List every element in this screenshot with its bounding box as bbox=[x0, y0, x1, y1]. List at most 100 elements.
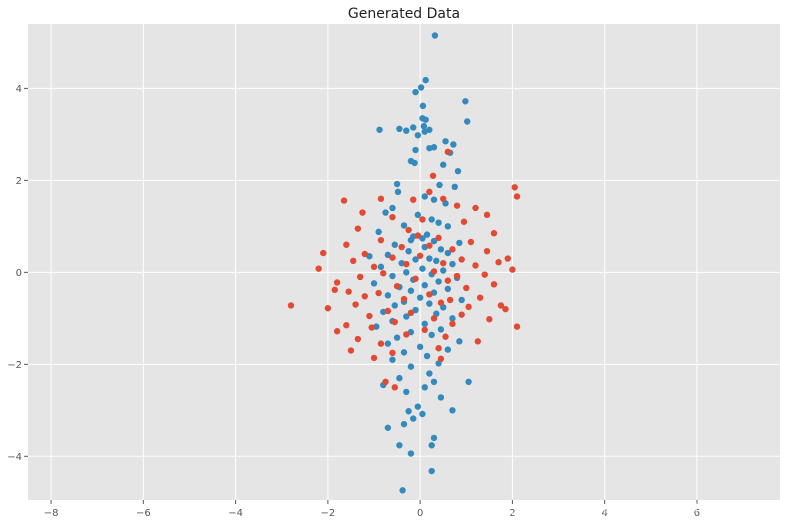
scatter-point bbox=[405, 247, 412, 255]
scatter-point bbox=[460, 218, 468, 225]
scatter-point bbox=[458, 311, 465, 318]
scatter-point bbox=[354, 335, 362, 343]
scatter-point bbox=[449, 320, 456, 328]
scatter-point bbox=[375, 228, 382, 236]
scatter-point bbox=[384, 251, 392, 259]
scatter-point bbox=[361, 293, 368, 300]
scatter-point bbox=[435, 278, 442, 285]
scatter-point bbox=[417, 84, 425, 91]
scatter-point bbox=[391, 384, 398, 391]
x-tick-label: −6 bbox=[136, 508, 151, 519]
scatter-point bbox=[407, 309, 415, 317]
scatter-point bbox=[444, 249, 452, 257]
scatter-point bbox=[391, 241, 398, 248]
scatter-point bbox=[347, 347, 355, 354]
scatter-point bbox=[431, 32, 439, 39]
scatter-point bbox=[412, 146, 419, 154]
scatter-point bbox=[393, 282, 401, 290]
scatter-point bbox=[423, 231, 431, 238]
scatter-point bbox=[389, 213, 396, 221]
scatter-point bbox=[343, 241, 350, 248]
scatter-point bbox=[389, 204, 396, 212]
scatter-point bbox=[389, 349, 396, 357]
scatter-point bbox=[419, 410, 426, 418]
scatter-point bbox=[462, 98, 469, 105]
scatter-point bbox=[449, 260, 456, 268]
scatter-point bbox=[456, 338, 463, 345]
scatter-point bbox=[389, 272, 396, 280]
scatter-point bbox=[333, 279, 341, 286]
scatter-point bbox=[368, 324, 375, 331]
scatter-point bbox=[464, 118, 471, 125]
scatter-point bbox=[483, 211, 491, 219]
scatter-point bbox=[422, 76, 429, 84]
scatter-point bbox=[458, 256, 465, 263]
scatter-point bbox=[472, 204, 479, 212]
series-1 bbox=[287, 148, 521, 391]
scatter-point bbox=[440, 161, 447, 168]
scatter-point bbox=[377, 236, 385, 244]
y-tick-label: 2 bbox=[16, 176, 22, 187]
scatter-point bbox=[412, 306, 419, 314]
scatter-point bbox=[403, 127, 410, 134]
y-tick-label: 4 bbox=[16, 84, 22, 95]
scatter-point bbox=[370, 263, 378, 271]
scatter-point bbox=[396, 374, 403, 382]
scatter-point bbox=[375, 289, 382, 297]
scatter-point bbox=[435, 234, 442, 242]
scatter-point bbox=[389, 254, 396, 261]
scatter-point bbox=[426, 291, 433, 298]
x-tick-label: 4 bbox=[601, 508, 607, 519]
scatter-point bbox=[394, 188, 402, 196]
scatter-point bbox=[456, 239, 463, 247]
scatter-point bbox=[361, 250, 368, 258]
scatter-point bbox=[430, 315, 438, 322]
x-tick-label: 0 bbox=[417, 508, 423, 519]
scatter-point bbox=[405, 408, 412, 415]
scatter-point bbox=[428, 216, 435, 223]
scatter-point bbox=[416, 294, 424, 301]
scatter-point bbox=[414, 232, 422, 239]
watermark-text: https://blog.csdn.net/TimeRiverForever bbox=[486, 500, 779, 518]
scatter-point bbox=[380, 270, 387, 277]
scatter-point bbox=[377, 263, 385, 271]
scatter-point bbox=[430, 434, 438, 442]
scatter-point bbox=[472, 262, 479, 269]
scatter-point bbox=[437, 299, 445, 306]
scatter-point bbox=[400, 222, 408, 229]
scatter-point bbox=[513, 193, 521, 200]
scatter-point bbox=[396, 442, 403, 449]
scatter-point bbox=[486, 316, 493, 323]
scatter-point bbox=[465, 303, 472, 311]
scatter-point bbox=[513, 323, 521, 330]
scatter-point bbox=[426, 126, 433, 133]
scatter-point bbox=[393, 334, 401, 341]
scatter-point bbox=[393, 180, 401, 188]
scatter-point bbox=[504, 255, 512, 262]
scatter-point bbox=[382, 378, 389, 386]
scatter-point bbox=[453, 272, 461, 280]
scatter-point bbox=[426, 188, 433, 196]
scatter-point bbox=[343, 322, 350, 329]
scatter-point bbox=[454, 167, 462, 175]
scatter-point bbox=[384, 292, 392, 299]
scatter-point bbox=[421, 320, 428, 328]
scatter-point bbox=[433, 257, 440, 265]
scatter-point bbox=[440, 195, 447, 202]
scatter-point bbox=[287, 302, 295, 309]
scatter-point bbox=[423, 352, 431, 360]
scatter-point bbox=[345, 288, 352, 295]
scatter-point bbox=[400, 349, 408, 356]
scatter-point bbox=[449, 246, 456, 253]
scatter-point bbox=[458, 296, 465, 304]
scatter-point bbox=[419, 235, 426, 242]
scatter-point bbox=[430, 268, 438, 275]
scatter-point bbox=[490, 281, 498, 288]
scatter-point bbox=[370, 280, 378, 287]
scatter-point bbox=[421, 193, 428, 200]
scatter-point bbox=[421, 326, 428, 334]
scatter-point bbox=[324, 305, 332, 312]
scatter-point bbox=[389, 356, 396, 363]
scatter-point bbox=[370, 354, 378, 362]
